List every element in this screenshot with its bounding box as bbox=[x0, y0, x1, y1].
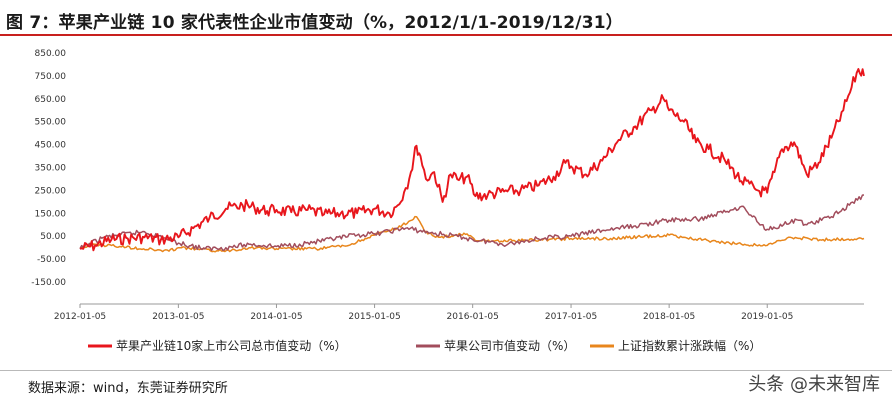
y-tick-label: 150.00 bbox=[35, 209, 67, 219]
x-tick-label: 2012-01-05 bbox=[54, 312, 106, 322]
series-line bbox=[79, 215, 865, 253]
series-lines bbox=[79, 68, 865, 253]
x-tick-label: 2015-01-05 bbox=[348, 312, 400, 322]
y-tick-label: 50.00 bbox=[40, 232, 66, 242]
watermark: 头条 @未来智库 bbox=[748, 370, 880, 396]
y-tick-label: -50.00 bbox=[37, 255, 66, 265]
series-line bbox=[79, 68, 865, 252]
y-tick-label: -150.00 bbox=[31, 278, 66, 288]
chart-legend: 苹果产业链10家上市公司总市值变动（%） 苹果公司市值变动（%） 上证指数累计涨跌幅… bbox=[88, 338, 761, 353]
series-line bbox=[79, 194, 865, 252]
y-tick-label: 350.00 bbox=[35, 164, 67, 174]
legend-label: 上证指数累计涨跌幅（%） bbox=[618, 338, 761, 353]
market-cap-line-chart: 850.00 750.00 650.00 550.00 450.00 350.00 250.… bbox=[31, 49, 865, 353]
y-tick-label: 550.00 bbox=[35, 118, 67, 128]
x-tick-label: 2019-01-05 bbox=[741, 312, 793, 322]
watermark-text: 头条 @未来智库 bbox=[748, 374, 880, 395]
x-tick-label: 2018-01-05 bbox=[643, 312, 695, 322]
y-tick-label: 650.00 bbox=[35, 95, 67, 105]
figure-title: 图 7：苹果产业链 10 家代表性企业市值变动（%，2012/1/1-2019/… bbox=[6, 13, 623, 33]
title-divider bbox=[0, 34, 892, 36]
x-axis: 2012-01-05 2013-01-05 2014-01-05 2015-01-05… bbox=[54, 303, 864, 322]
y-axis: 850.00 750.00 650.00 550.00 450.00 350.00 250.… bbox=[31, 49, 66, 288]
x-tick-label: 2016-01-05 bbox=[447, 312, 499, 322]
legend-label: 苹果公司市值变动（%） bbox=[444, 338, 575, 353]
x-tick-label: 2013-01-05 bbox=[152, 312, 204, 322]
y-tick-label: 750.00 bbox=[35, 72, 67, 82]
y-tick-label: 250.00 bbox=[35, 186, 67, 196]
x-tick-label: 2014-01-05 bbox=[250, 312, 302, 322]
data-source: 数据来源：wind，东莞证券研究所 bbox=[28, 381, 228, 396]
y-tick-label: 850.00 bbox=[35, 49, 67, 59]
x-tick-label: 2017-01-05 bbox=[545, 312, 597, 322]
y-tick-label: 450.00 bbox=[35, 141, 67, 151]
legend-label: 苹果产业链10家上市公司总市值变动（%） bbox=[116, 338, 347, 353]
footer-divider bbox=[0, 370, 892, 371]
